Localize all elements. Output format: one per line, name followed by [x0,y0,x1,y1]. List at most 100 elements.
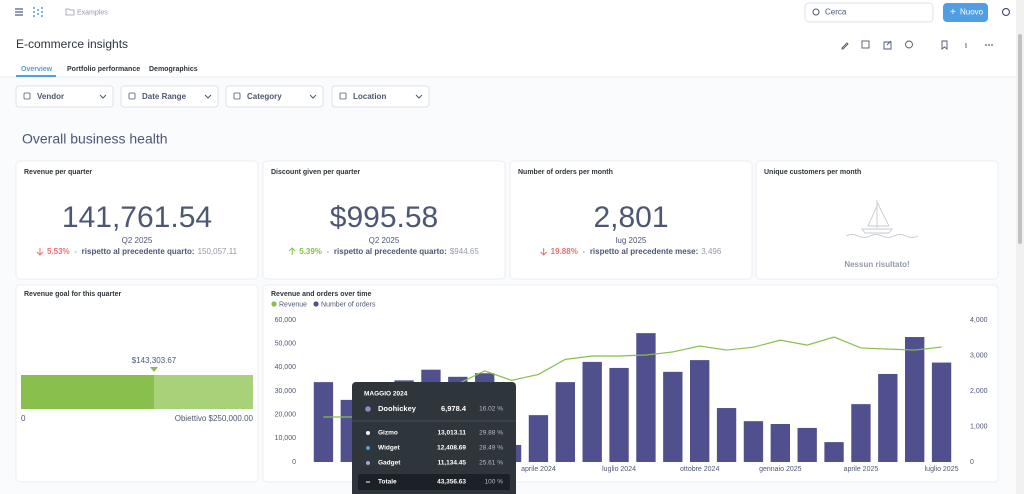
x-tick-label: ottobre 2024 [680,466,719,473]
bar[interactable] [716,408,737,462]
kpi-comparison-text: rispetto al precedente mese: [590,247,698,256]
bar[interactable] [313,382,334,462]
tooltip-name: Widget [378,445,400,452]
tooltip-percent: 25.61 % [479,460,503,467]
chevron [309,94,317,99]
tooltip-percent: 16.02 % [479,406,503,413]
bar[interactable] [878,373,898,462]
separator [74,251,77,253]
search-placeholder: Cerca [825,8,847,17]
filter-icon [339,92,347,100]
bar[interactable] [743,421,764,462]
edit-icon[interactable] [841,42,849,50]
kpi-period: lug 2025 [616,236,647,245]
dashboard-title: E-commerce insights [16,37,128,51]
legend-swatch [271,301,277,307]
tooltip-dot [366,431,370,435]
kpi-period: Q2 2025 [369,236,400,245]
tab[interactable]: Portfolio performance [67,66,140,73]
kpi-change: 5.53% [47,247,70,256]
tooltip-dot [366,446,370,450]
tooltip-name: Totale [378,479,397,486]
history-icon[interactable] [905,40,913,49]
folder-icon [65,8,75,16]
bar[interactable] [582,361,602,462]
bar[interactable] [905,337,925,462]
kpi-value: $995.58 [330,201,438,234]
more-icon[interactable] [985,44,993,46]
y-tick-label: 60,000 [275,317,297,324]
tooltip-value: 43,356.63 [437,479,466,486]
filter-icon [128,92,136,100]
bar[interactable] [609,367,629,462]
bar[interactable] [690,360,710,462]
filter[interactable] [120,85,219,108]
bar[interactable] [797,427,817,462]
section-title: Overall business health [22,131,168,147]
bar[interactable] [636,333,656,462]
menu-icon[interactable] [15,8,23,16]
bar[interactable] [528,415,549,462]
filter[interactable] [331,85,430,108]
tab[interactable]: Demographics [149,66,198,73]
y-tick-label: 50,000 [275,341,297,348]
bookmark-icon[interactable] [941,40,948,50]
kpi-value: 2,801 [593,201,668,234]
goal-min-label: 0 [21,414,26,423]
kpi-comparison: 5.53% rispetto al precedente quarto: 150,0… [47,247,238,256]
tab[interactable]: Overview [21,66,53,73]
goal-value-label: $143,303.67 [132,356,177,365]
bar[interactable] [851,404,871,462]
scrollbar[interactable] [1016,0,1024,494]
y-tick-label: 0 [292,459,296,466]
bar[interactable] [770,424,790,462]
logo[interactable] [33,7,43,17]
active-tab-underline [16,75,56,77]
y2-tick-label: 2,000 [970,388,988,395]
card [262,160,506,280]
card [15,160,259,280]
y-tick-label: 30,000 [275,388,297,395]
breadcrumb[interactable]: Examples [77,9,108,16]
bar[interactable] [931,362,952,462]
x-tick-label: luglio 2024 [602,466,636,473]
kpi-previous: $944.65 [450,247,479,256]
search-icon [812,8,820,16]
filter[interactable] [15,85,114,108]
empty-message: Nessun risultato! [844,260,909,269]
chevron [204,94,212,99]
card-title: Discount given per quarter [271,169,360,176]
settings-icon[interactable] [1001,7,1011,17]
filter-icon [233,92,241,100]
separator [326,251,329,253]
kpi-comparison: 19.88% rispetto al precedente mese: 3,496 [551,247,722,256]
bar[interactable] [824,442,844,462]
x-tick-label: aprile 2025 [844,466,879,473]
x-tick-label: aprile 2024 [521,466,556,473]
bar[interactable] [555,382,575,462]
filter[interactable] [225,85,324,108]
scrollbar-thumb[interactable] [1018,34,1022,244]
tooltip-name: Gadget [378,460,401,467]
trend-arrow [36,248,44,256]
tooltip-total-bg [358,474,510,490]
x-tick-label: luglio 2025 [925,466,959,473]
kpi-comparison: 5.39% rispetto al precedente quarto: $944.… [299,247,479,256]
plus: + [950,7,956,18]
export-icon[interactable] [883,40,892,50]
kpi-change: 5.39% [299,247,322,256]
new-button[interactable] [943,3,988,22]
y2-tick-label: 3,000 [970,352,988,359]
chevron [99,94,107,99]
tooltip-name: Doohickey [378,404,417,413]
trend-arrow [288,247,296,255]
tooltip-value: 11,134.45 [437,460,466,467]
card [509,160,753,280]
share-icon[interactable] [861,40,870,49]
filter-label: Location [353,92,386,101]
search-box[interactable] [804,2,934,23]
tooltip [352,382,516,494]
bar[interactable] [663,371,683,462]
